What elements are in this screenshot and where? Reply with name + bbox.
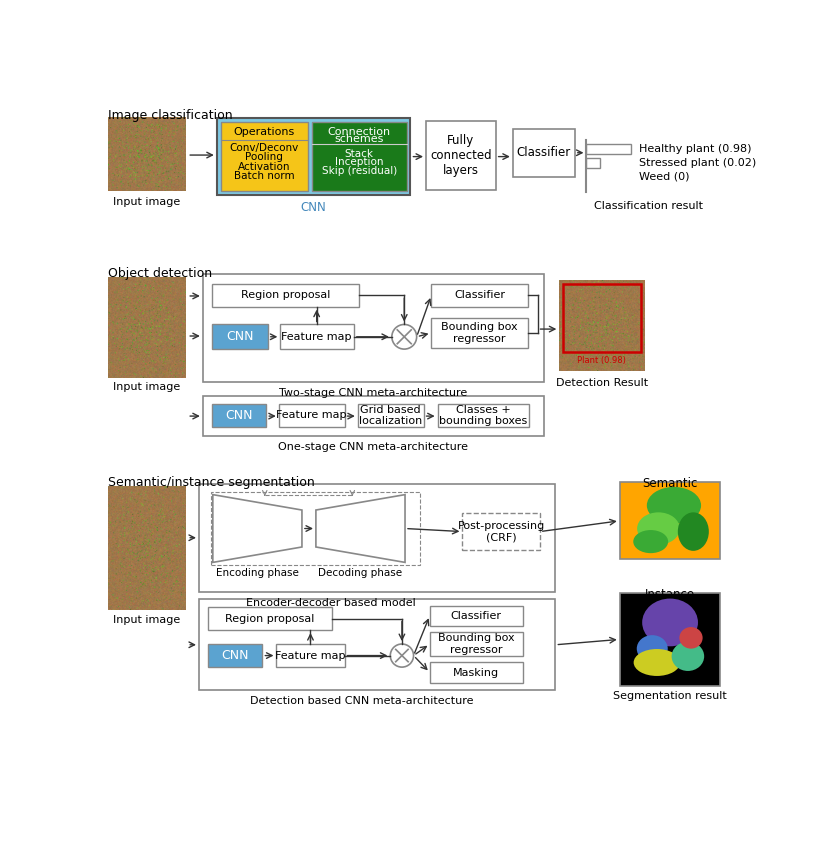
Bar	[430, 663, 523, 683]
Text: Input image: Input image	[113, 382, 180, 392]
Text: Bounding box
regressor: Bounding box regressor	[441, 322, 517, 344]
Bar	[208, 607, 332, 631]
Circle shape	[390, 644, 414, 667]
Text: Classifier: Classifier	[517, 146, 571, 159]
Bar	[220, 122, 308, 191]
Bar	[202, 396, 543, 436]
Bar	[432, 283, 528, 307]
Text: Detection Result: Detection Result	[556, 378, 648, 388]
Text: Pooling: Pooling	[245, 153, 283, 163]
Text: Healthy plant (0.98): Healthy plant (0.98)	[639, 144, 752, 154]
Polygon shape	[213, 495, 302, 562]
Ellipse shape	[634, 649, 681, 676]
Text: Input image: Input image	[113, 196, 180, 207]
Bar	[512, 129, 574, 177]
Bar	[430, 631, 523, 657]
Bar	[619, 593, 721, 685]
Bar	[212, 325, 268, 349]
Text: CNN: CNN	[222, 649, 249, 662]
Bar	[202, 275, 543, 382]
Text: Classification result: Classification result	[594, 201, 703, 212]
Text: Inception: Inception	[335, 157, 384, 167]
Bar	[208, 644, 263, 667]
Text: Stack: Stack	[345, 148, 374, 158]
Bar	[563, 284, 641, 352]
Text: Fully
connected
layers: Fully connected layers	[430, 134, 491, 177]
Ellipse shape	[672, 642, 704, 671]
Text: Feature map: Feature map	[275, 651, 346, 661]
Text: Classes +
bounding boxes: Classes + bounding boxes	[439, 405, 527, 426]
Ellipse shape	[680, 627, 703, 648]
Text: Stressed plant (0.02): Stressed plant (0.02)	[639, 158, 756, 168]
Text: Input image: Input image	[113, 615, 180, 625]
Text: Batch norm: Batch norm	[233, 171, 295, 181]
Bar	[199, 599, 556, 690]
Bar	[357, 404, 424, 427]
Ellipse shape	[647, 487, 701, 524]
Text: Decoding phase: Decoding phase	[318, 568, 402, 577]
Text: Feature map: Feature map	[282, 332, 352, 341]
Text: Region proposal: Region proposal	[225, 614, 315, 624]
Ellipse shape	[678, 513, 709, 550]
Ellipse shape	[637, 513, 680, 545]
Text: Operations: Operations	[233, 127, 295, 137]
Ellipse shape	[633, 530, 668, 553]
Text: Conv/Deconv: Conv/Deconv	[229, 143, 299, 153]
Text: Plant (0.98): Plant (0.98)	[578, 356, 627, 365]
Bar	[277, 644, 344, 667]
Text: Two-stage CNN meta-architecture: Two-stage CNN meta-architecture	[279, 389, 468, 399]
Bar	[280, 325, 354, 349]
Text: Weed (0): Weed (0)	[639, 172, 690, 181]
Text: schemes: schemes	[335, 134, 384, 144]
Bar	[212, 404, 266, 427]
Text: Masking: Masking	[453, 668, 499, 678]
Ellipse shape	[636, 635, 667, 662]
Text: Segmentation result: Segmentation result	[613, 691, 727, 701]
Text: Semantic/instance segmentation: Semantic/instance segmentation	[109, 476, 315, 489]
Text: Semantic: Semantic	[642, 477, 698, 490]
Text: Bounding box
regressor: Bounding box regressor	[438, 633, 515, 655]
Ellipse shape	[642, 599, 698, 647]
Bar	[430, 605, 523, 626]
Text: CNN: CNN	[225, 409, 253, 422]
Bar	[463, 513, 540, 550]
Bar	[279, 404, 344, 427]
Bar	[587, 144, 632, 154]
Text: Image classification: Image classification	[109, 109, 233, 122]
Text: Activation: Activation	[237, 162, 290, 172]
Text: CNN: CNN	[226, 330, 254, 343]
Bar	[199, 484, 556, 592]
Text: Instance: Instance	[645, 588, 695, 601]
Bar	[587, 158, 601, 168]
Text: Connection: Connection	[328, 127, 391, 137]
Text: Object detection: Object detection	[109, 266, 212, 280]
Text: Skip (residual): Skip (residual)	[322, 166, 397, 176]
Text: Post-processing
(CRF): Post-processing (CRF)	[458, 521, 545, 542]
Bar	[432, 318, 528, 348]
Text: Classifier: Classifier	[454, 290, 505, 300]
Text: Encoder-decoder based model: Encoder-decoder based model	[246, 598, 415, 608]
Text: One-stage CNN meta-architecture: One-stage CNN meta-architecture	[278, 442, 468, 452]
Bar	[212, 283, 359, 307]
Bar	[217, 118, 410, 195]
Bar	[312, 122, 406, 191]
Bar	[211, 492, 419, 565]
Text: Grid based
localization: Grid based localization	[359, 405, 422, 426]
Text: Encoding phase: Encoding phase	[215, 568, 299, 577]
Text: Feature map: Feature map	[276, 411, 347, 421]
Text: CNN: CNN	[301, 201, 326, 214]
Text: Detection based CNN meta-architecture: Detection based CNN meta-architecture	[250, 696, 473, 706]
Bar	[619, 482, 721, 559]
Circle shape	[392, 325, 417, 349]
Bar	[426, 121, 495, 191]
Text: Classifier: Classifier	[450, 610, 502, 620]
Bar	[437, 404, 529, 427]
Polygon shape	[316, 495, 405, 562]
Text: Region proposal: Region proposal	[241, 290, 330, 300]
